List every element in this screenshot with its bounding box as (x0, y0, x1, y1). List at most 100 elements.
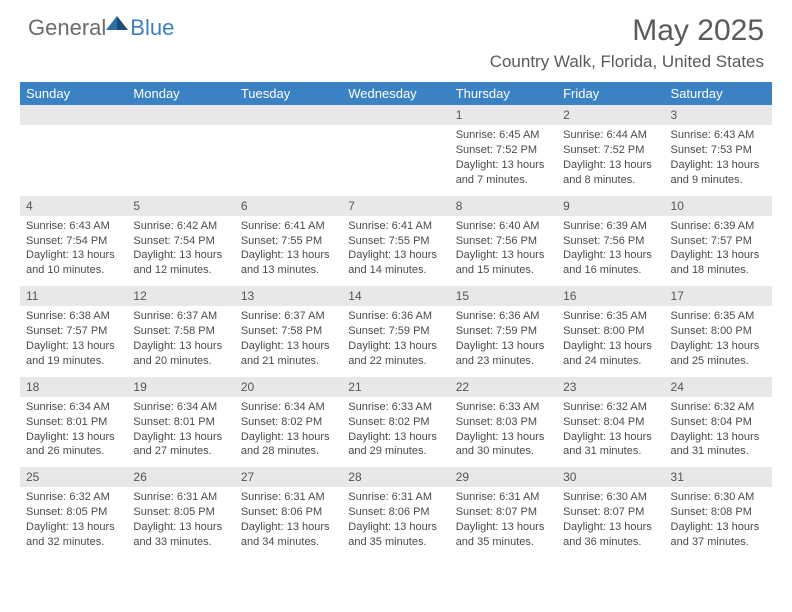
sunrise-text: Sunrise: 6:32 AM (563, 400, 658, 415)
sunset-text: Sunset: 7:52 PM (456, 143, 551, 158)
day-content: Sunrise: 6:35 AMSunset: 8:00 PMDaylight:… (557, 306, 664, 376)
sunrise-text: Sunrise: 6:41 AM (241, 219, 336, 234)
weekday-header: Monday (127, 82, 234, 105)
day-content: Sunrise: 6:37 AMSunset: 7:58 PMDaylight:… (235, 306, 342, 376)
sunset-text: Sunset: 7:58 PM (241, 324, 336, 339)
day-cell: 6Sunrise: 6:41 AMSunset: 7:55 PMDaylight… (235, 196, 342, 287)
day-content: Sunrise: 6:34 AMSunset: 8:01 PMDaylight:… (127, 397, 234, 467)
weekday-header-row: SundayMondayTuesdayWednesdayThursdayFrid… (20, 82, 772, 105)
sunrise-text: Sunrise: 6:38 AM (26, 309, 121, 324)
day-cell (20, 105, 127, 196)
empty-day (235, 105, 342, 125)
sunrise-text: Sunrise: 6:41 AM (348, 219, 443, 234)
day-cell: 24Sunrise: 6:32 AMSunset: 8:04 PMDayligh… (665, 377, 772, 468)
day-content: Sunrise: 6:40 AMSunset: 7:56 PMDaylight:… (450, 216, 557, 286)
day-cell: 23 Sunrise: 6:32 AMSunset: 8:04 PMDayligh… (557, 377, 664, 468)
day-number: 10 (665, 196, 772, 216)
day-number: 27 (235, 467, 342, 487)
sunrise-text: Sunrise: 6:31 AM (348, 490, 443, 505)
day-cell: 15Sunrise: 6:36 AMSunset: 7:59 PMDayligh… (450, 286, 557, 377)
sunset-text: Sunset: 8:07 PM (456, 505, 551, 520)
day-cell: 11Sunrise: 6:38 AMSunset: 7:57 PMDayligh… (20, 286, 127, 377)
day-content: Sunrise: 6:32 AMSunset: 8:04 PMDaylight:… (665, 397, 772, 467)
daylight-text: Daylight: 13 hours and 31 minutes. (563, 430, 658, 460)
sunrise-text: Sunrise: 6:32 AM (26, 490, 121, 505)
day-content: Sunrise: 6:34 AMSunset: 8:01 PMDaylight:… (20, 397, 127, 467)
daylight-text: Daylight: 13 hours and 21 minutes. (241, 339, 336, 369)
day-number: 4 (20, 196, 127, 216)
day-number: 1 (450, 105, 557, 125)
daylight-text: Daylight: 13 hours and 8 minutes. (563, 158, 658, 188)
day-number: 16 (557, 286, 664, 306)
sunset-text: Sunset: 8:04 PM (671, 415, 766, 430)
day-cell: 7Sunrise: 6:41 AMSunset: 7:55 PMDaylight… (342, 196, 449, 287)
day-number: 2 (557, 105, 664, 125)
logo-text-blue: Blue (130, 15, 174, 41)
sunset-text: Sunset: 7:57 PM (26, 324, 121, 339)
day-cell: 10Sunrise: 6:39 AMSunset: 7:57 PMDayligh… (665, 196, 772, 287)
day-cell: 2Sunrise: 6:44 AMSunset: 7:52 PMDaylight… (557, 105, 664, 196)
day-content: Sunrise: 6:38 AMSunset: 7:57 PMDaylight:… (20, 306, 127, 376)
daylight-text: Daylight: 13 hours and 13 minutes. (241, 248, 336, 278)
sunrise-text: Sunrise: 6:37 AM (133, 309, 228, 324)
sunset-text: Sunset: 8:07 PM (563, 505, 658, 520)
sunrise-text: Sunrise: 6:34 AM (26, 400, 121, 415)
day-cell: 18Sunrise: 6:34 AMSunset: 8:01 PMDayligh… (20, 377, 127, 468)
day-content: Sunrise: 6:32 AMSunset: 8:05 PMDaylight:… (20, 487, 127, 557)
sunset-text: Sunset: 7:55 PM (348, 234, 443, 249)
calendar-table: SundayMondayTuesdayWednesdayThursdayFrid… (20, 82, 772, 558)
sunrise-text: Sunrise: 6:40 AM (456, 219, 551, 234)
page-title: May 2025 (490, 14, 764, 48)
sunset-text: Sunset: 8:04 PM (563, 415, 658, 430)
day-content: Sunrise: 6:31 AMSunset: 8:07 PMDaylight:… (450, 487, 557, 557)
day-cell: 31Sunrise: 6:30 AMSunset: 8:08 PMDayligh… (665, 467, 772, 558)
day-content: Sunrise: 6:36 AMSunset: 7:59 PMDaylight:… (342, 306, 449, 376)
day-content: Sunrise: 6:43 AMSunset: 7:53 PMDaylight:… (665, 125, 772, 195)
sunrise-text: Sunrise: 6:30 AM (563, 490, 658, 505)
logo: General Blue (28, 14, 174, 41)
daylight-text: Daylight: 13 hours and 35 minutes. (456, 520, 551, 550)
sunrise-text: Sunrise: 6:34 AM (241, 400, 336, 415)
day-number: 21 (342, 377, 449, 397)
day-number: 23 (557, 377, 664, 397)
sunset-text: Sunset: 8:00 PM (671, 324, 766, 339)
sunset-text: Sunset: 7:54 PM (133, 234, 228, 249)
day-number: 18 (20, 377, 127, 397)
day-cell: 1Sunrise: 6:45 AMSunset: 7:52 PMDaylight… (450, 105, 557, 196)
sunrise-text: Sunrise: 6:32 AM (671, 400, 766, 415)
weekday-header: Tuesday (235, 82, 342, 105)
sunrise-text: Sunrise: 6:36 AM (456, 309, 551, 324)
day-content: Sunrise: 6:41 AMSunset: 7:55 PMDaylight:… (235, 216, 342, 286)
daylight-text: Daylight: 13 hours and 12 minutes. (133, 248, 228, 278)
day-number: 13 (235, 286, 342, 306)
sunset-text: Sunset: 8:02 PM (241, 415, 336, 430)
day-cell: 3Sunrise: 6:43 AMSunset: 7:53 PMDaylight… (665, 105, 772, 196)
day-cell: 28Sunrise: 6:31 AMSunset: 8:06 PMDayligh… (342, 467, 449, 558)
day-cell: 8Sunrise: 6:40 AMSunset: 7:56 PMDaylight… (450, 196, 557, 287)
daylight-text: Daylight: 13 hours and 31 minutes. (671, 430, 766, 460)
daylight-text: Daylight: 13 hours and 16 minutes. (563, 248, 658, 278)
day-cell (342, 105, 449, 196)
day-number: 20 (235, 377, 342, 397)
day-cell: 25Sunrise: 6:32 AMSunset: 8:05 PMDayligh… (20, 467, 127, 558)
day-number: 12 (127, 286, 234, 306)
day-number: 17 (665, 286, 772, 306)
weekday-header: Friday (557, 82, 664, 105)
empty-day (342, 105, 449, 125)
day-number: 8 (450, 196, 557, 216)
sunrise-text: Sunrise: 6:39 AM (563, 219, 658, 234)
day-cell: 13Sunrise: 6:37 AMSunset: 7:58 PMDayligh… (235, 286, 342, 377)
daylight-text: Daylight: 13 hours and 32 minutes. (26, 520, 121, 550)
sunset-text: Sunset: 7:56 PM (563, 234, 658, 249)
day-number: 30 (557, 467, 664, 487)
sunset-text: Sunset: 8:00 PM (563, 324, 658, 339)
daylight-text: Daylight: 13 hours and 24 minutes. (563, 339, 658, 369)
sunset-text: Sunset: 7:57 PM (671, 234, 766, 249)
day-content: Sunrise: 6:43 AMSunset: 7:54 PMDaylight:… (20, 216, 127, 286)
day-number: 3 (665, 105, 772, 125)
day-content: Sunrise: 6:33 AMSunset: 8:02 PMDaylight:… (342, 397, 449, 467)
day-number: 6 (235, 196, 342, 216)
sunset-text: Sunset: 7:55 PM (241, 234, 336, 249)
sunset-text: Sunset: 8:05 PM (133, 505, 228, 520)
day-content: Sunrise: 6:31 AMSunset: 8:05 PMDaylight:… (127, 487, 234, 557)
